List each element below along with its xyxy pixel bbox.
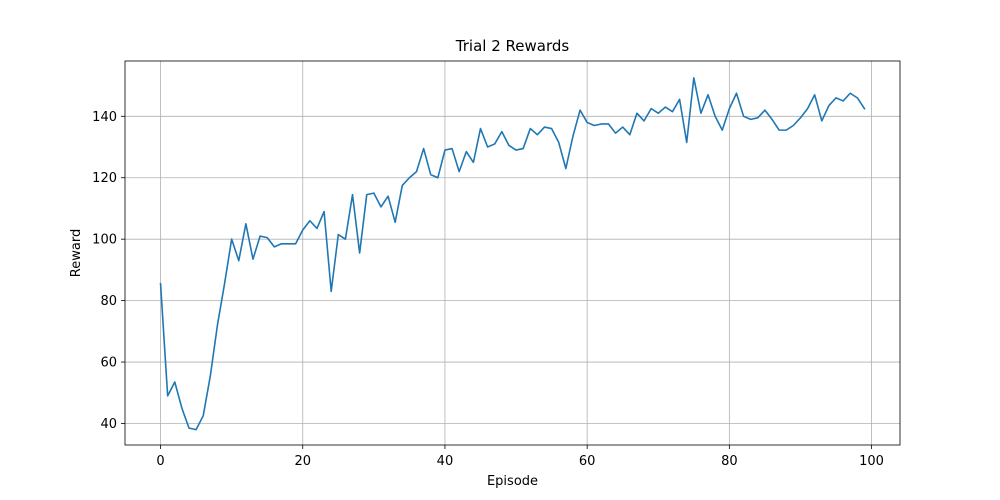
- y-axis-ticks: 40 60 80 100 120 140: [92, 110, 125, 432]
- plot-frame: [124, 60, 901, 446]
- y-tick-label: 100: [92, 233, 117, 248]
- x-tick-label: 0: [156, 454, 164, 469]
- x-axis-label: Episode: [487, 474, 538, 489]
- y-axis-label: Reward: [69, 229, 84, 277]
- y-gridlines: [125, 115, 900, 424]
- x-tick-label: 20: [294, 454, 311, 469]
- reward-series-line: [159, 77, 866, 431]
- y-tick-label: 120: [92, 171, 117, 186]
- y-tick-label: 40: [100, 417, 117, 432]
- y-tick-label: 60: [100, 356, 117, 371]
- y-tick-label: 80: [100, 294, 117, 309]
- x-tick-label: 100: [859, 454, 884, 469]
- chart-title: Trial 2 Rewards: [455, 37, 570, 55]
- x-tick-label: 60: [579, 454, 596, 469]
- x-axis-ticks: 0 20 40 60 80 100: [156, 445, 884, 469]
- x-gridlines: [160, 61, 872, 445]
- x-tick-label: 40: [437, 454, 454, 469]
- x-tick-label: 80: [721, 454, 738, 469]
- y-tick-label: 140: [92, 110, 117, 125]
